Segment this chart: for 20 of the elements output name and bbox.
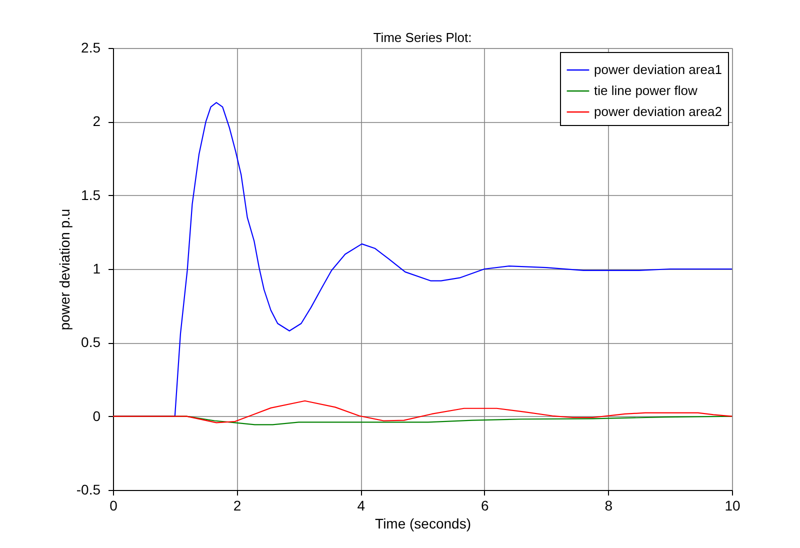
x-tick-label: 10: [724, 498, 740, 514]
legend-label: tie line power flow: [594, 83, 698, 98]
y-tick-label: -0.5: [76, 482, 101, 498]
y-tick-label: 1: [92, 260, 101, 276]
y-tick-label: 2.5: [81, 40, 101, 56]
y-tick-label: 0: [92, 408, 101, 424]
chart-title: Time Series Plot:: [373, 30, 472, 45]
y-tick-label: 1.5: [81, 186, 101, 203]
line-series: [112, 400, 733, 424]
x-tick-label: 6: [481, 498, 489, 514]
x-tick-label: 8: [604, 498, 613, 514]
x-axis-title: Time (seconds): [375, 516, 471, 532]
legend-label: power deviation area2: [594, 104, 722, 119]
x-tick-label: 2: [233, 498, 242, 514]
y-tick-label: 2: [92, 113, 101, 130]
x-tick-label: 0: [110, 498, 118, 514]
legend-label: power deviation area1: [594, 62, 722, 77]
y-tick-label: 0.5: [81, 334, 101, 350]
y-axis-title: power deviation p.u: [56, 208, 72, 330]
x-tick-label: 4: [357, 498, 366, 514]
